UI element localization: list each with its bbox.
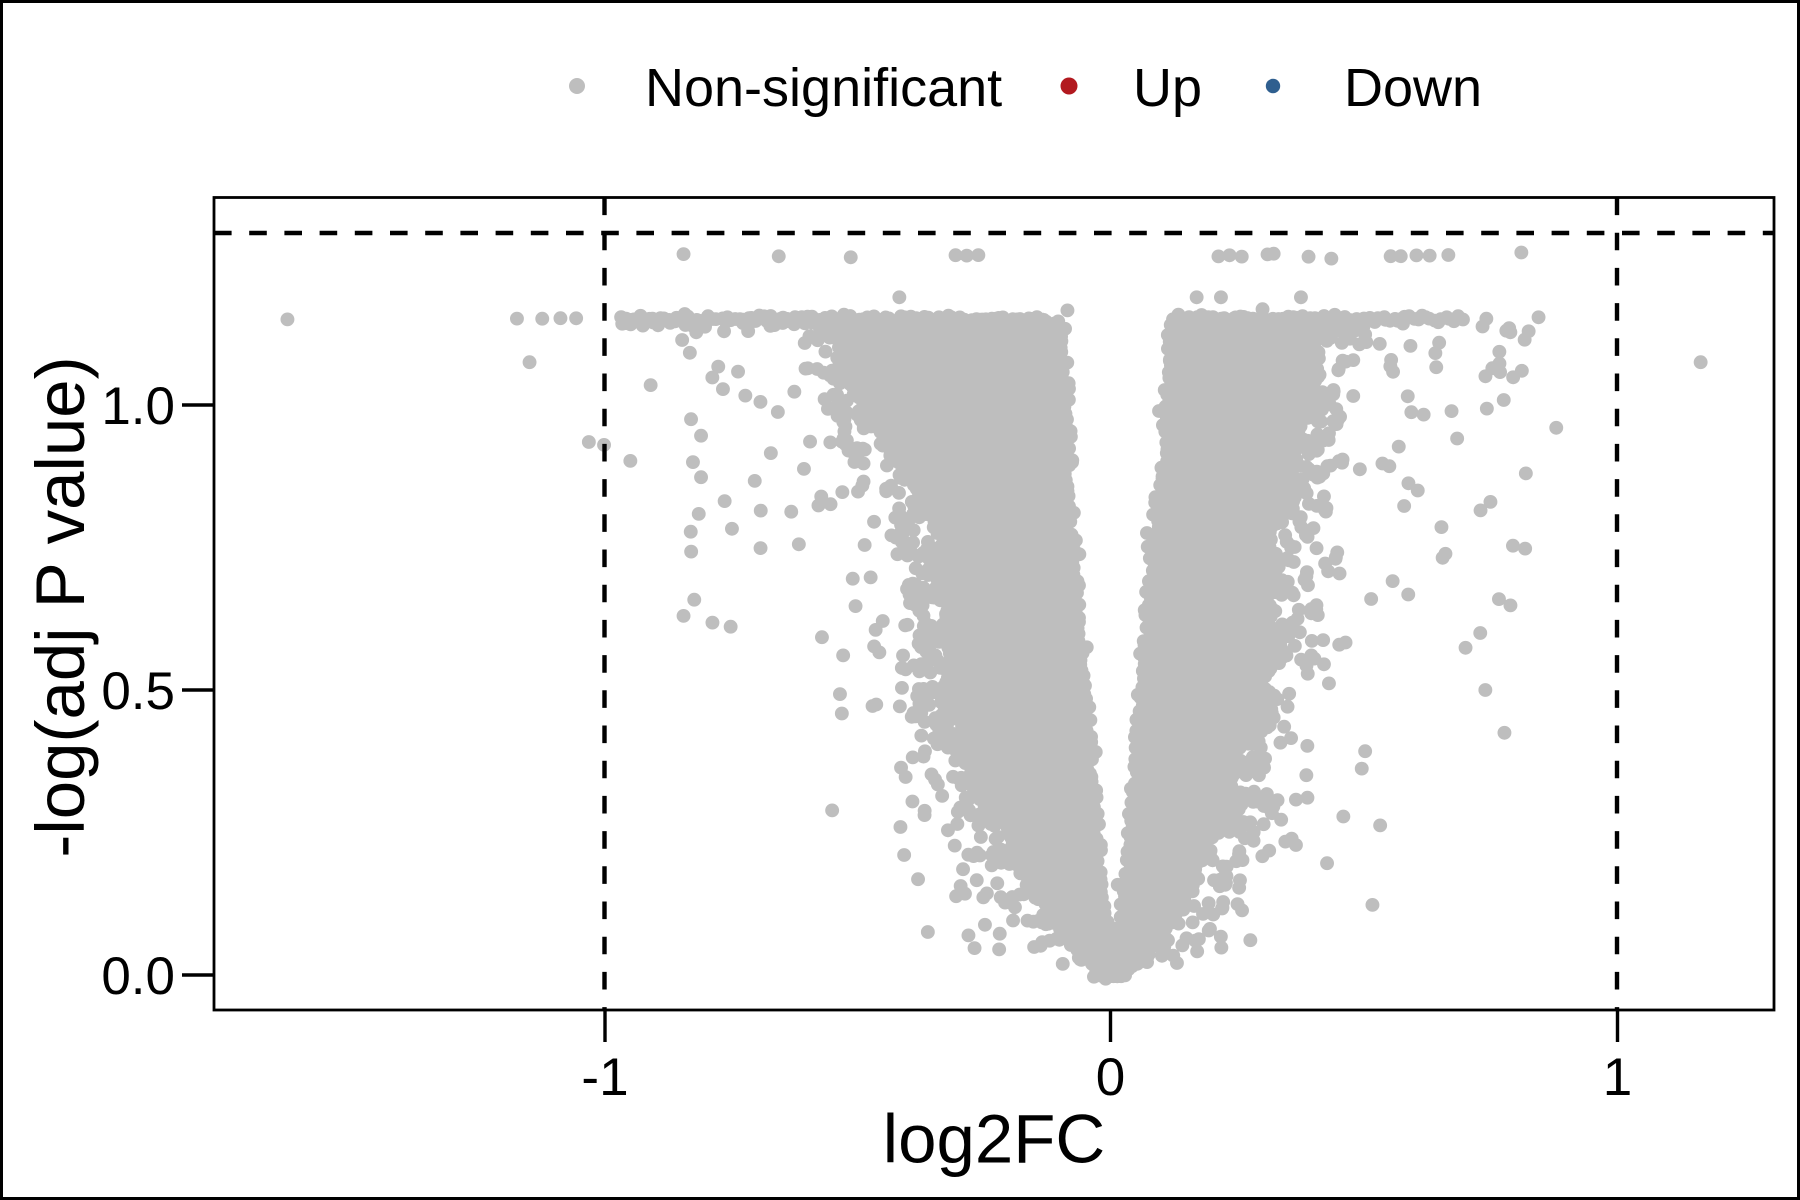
svg-text:0: 0 xyxy=(1096,1048,1125,1107)
svg-text:Up: Up xyxy=(1133,58,1202,118)
svg-text:1: 1 xyxy=(1603,1048,1632,1107)
svg-text:log2FC: log2FC xyxy=(883,1101,1105,1178)
svg-text:Non-significant: Non-significant xyxy=(645,58,1002,118)
svg-text:-1: -1 xyxy=(581,1048,628,1107)
svg-text:-log(adj P value): -log(adj P value) xyxy=(22,356,99,857)
svg-text:0.5: 0.5 xyxy=(101,662,175,721)
svg-text:0.0: 0.0 xyxy=(101,947,175,1006)
svg-text:Down: Down xyxy=(1344,58,1482,118)
svg-text:1.0: 1.0 xyxy=(101,377,175,436)
